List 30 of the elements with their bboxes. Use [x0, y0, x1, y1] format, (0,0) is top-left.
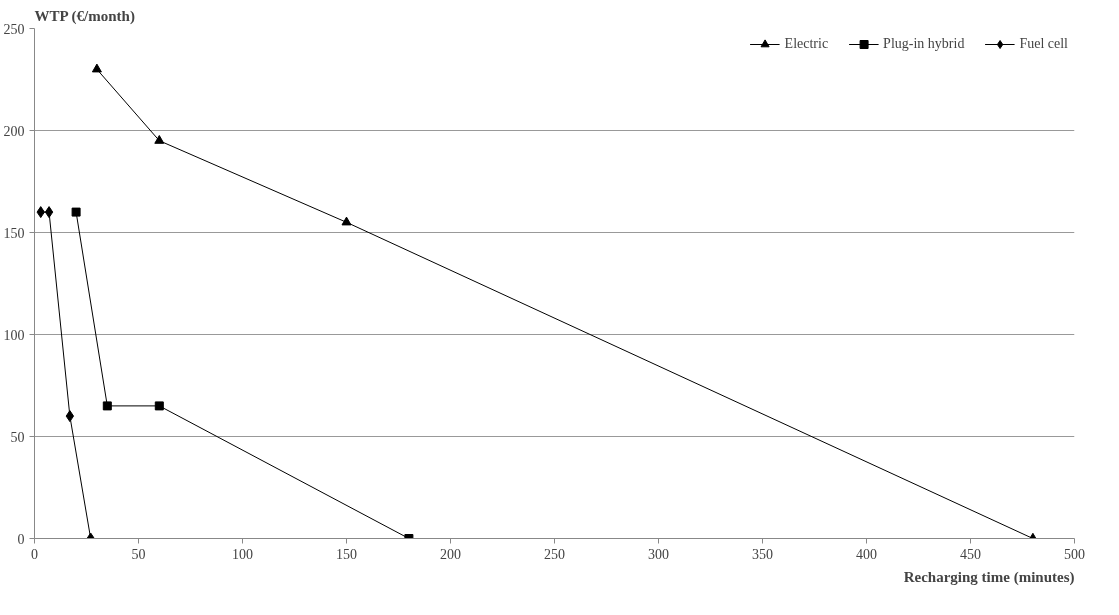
point	[154, 135, 165, 144]
x-tick-label: 500	[1064, 546, 1085, 562]
point	[65, 410, 75, 423]
point	[154, 401, 164, 411]
x-tick-label: 400	[856, 546, 877, 562]
legend-label: Plug-in hybrid	[883, 36, 965, 52]
x-tick-label: 450	[960, 546, 981, 562]
y-tick-label: 250	[3, 21, 25, 37]
legend-label: Fuel cell	[1019, 36, 1068, 52]
point	[91, 63, 102, 73]
point	[341, 216, 352, 226]
point	[71, 207, 81, 217]
x-tick-label: 150	[336, 546, 357, 562]
x-tick-label: 350	[752, 546, 773, 562]
y-tick-label: 0	[17, 531, 25, 547]
x-axis-title: Recharging time (minutes)	[903, 568, 1075, 586]
x-tick-label: 300	[648, 546, 669, 562]
y-tick-label: 200	[3, 123, 25, 139]
x-tick-label: 0	[31, 546, 38, 562]
y-axis-title: WTP (€/month)	[34, 7, 135, 25]
x-tick-label: 100	[232, 546, 253, 562]
x-tick-label: 50	[131, 546, 146, 562]
x-tick-label: 200	[440, 546, 461, 562]
y-tick-label: 150	[3, 225, 25, 241]
legend-label: Electric	[784, 36, 829, 52]
x-tick-label: 250	[544, 546, 565, 562]
y-tick-label: 100	[3, 327, 25, 343]
point	[102, 401, 112, 411]
y-tick-label: 50	[10, 429, 25, 445]
point	[44, 206, 54, 219]
